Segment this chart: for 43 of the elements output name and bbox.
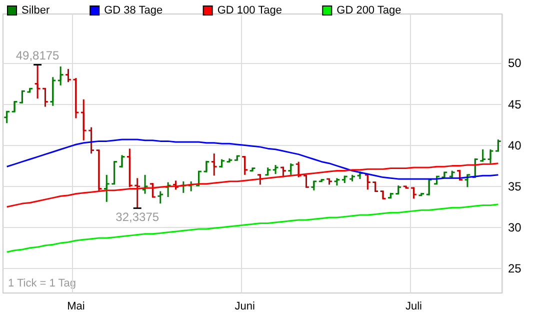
candlestick [172,180,180,190]
candlestick [287,162,294,176]
candlestick [57,66,64,86]
x-tick-label: Juli [405,300,422,312]
candlestick [448,170,456,179]
x-tick-label: Mai [67,300,85,312]
candlestick [210,152,218,176]
candlestick [334,177,340,186]
annotation: 49,8175 [16,48,60,63]
legend-label: Silber [22,4,50,16]
candlestick [103,174,110,203]
candlestick [88,126,95,154]
candlestick [156,190,164,204]
legend-label: GD 38 Tage [104,4,163,16]
candlestick [126,148,134,188]
candlestick [295,160,302,178]
candlestick [356,170,364,180]
y-tick-label: 30 [508,220,522,234]
candlestick [188,180,195,192]
line-series [6,138,499,180]
legend-label: GD 100 Tage [217,4,282,16]
line-series [6,162,499,208]
candlestick [49,76,56,107]
legend-label: GD 200 Tage [336,4,402,16]
candlestick [180,180,187,194]
y-tick-label: 50 [508,56,522,70]
candlestick [142,174,148,194]
candlestick [487,148,494,164]
line-series [6,204,499,253]
y-tick-label: 35 [508,179,522,194]
candlestick [134,177,141,209]
y-tick-label: 25 [508,261,522,276]
x-tick-label: Juni [234,300,255,312]
candlestick [34,64,41,100]
y-tick-label: 45 [508,97,522,112]
annotation: 32,3375 [116,210,160,224]
candlestick [80,98,88,142]
candlestick [164,181,172,198]
annotation: 1 Tick = 1 Tag [8,278,76,290]
y-tick-label: 40 [508,138,522,152]
candlestick [72,77,80,119]
candlestick [272,164,279,175]
candlestick [64,68,72,83]
